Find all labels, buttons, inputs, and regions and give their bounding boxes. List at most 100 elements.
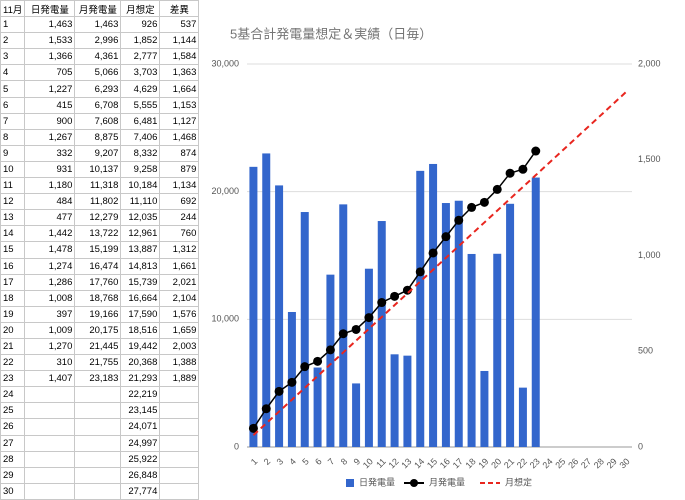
x-tick-label: 1	[249, 456, 260, 467]
row: 27 24,997	[0, 434, 200, 452]
row: 7 900 7,608 6,481 1,127	[0, 112, 200, 130]
cell: 4	[0, 64, 26, 82]
dot	[518, 164, 528, 174]
x-tick-label: 30	[618, 456, 632, 470]
y2-tick-label: 1,000	[638, 250, 661, 260]
bar	[480, 370, 489, 447]
dot	[428, 248, 438, 258]
dot	[505, 168, 515, 178]
row: 23 1,407 23,183 21,293 1,889	[0, 370, 200, 388]
x-tick-label: 10	[361, 456, 375, 470]
bar	[390, 354, 399, 447]
dot	[390, 291, 400, 301]
dot	[492, 184, 502, 194]
cell: 13	[0, 209, 26, 227]
legend-label: 月発電量	[429, 476, 465, 487]
y2-tick-label: 0	[638, 441, 643, 451]
bar	[454, 200, 463, 447]
row: 18 1,008 18,768 16,664 2,104	[0, 289, 200, 307]
row: 6 415 6,708 5,555 1,153	[0, 96, 200, 114]
bar	[416, 170, 425, 447]
dot	[364, 313, 374, 323]
row: 9 332 9,207 8,332 874	[0, 144, 200, 162]
dashed-line	[252, 91, 627, 436]
legend-label: 月想定	[505, 476, 532, 487]
bar	[364, 268, 373, 447]
row: 4 705 5,066 3,703 1,363	[0, 64, 200, 82]
x-tick-label: 4	[287, 456, 298, 467]
chart-title: 5基合計発電量想定＆実績（日毎）	[230, 26, 432, 41]
dot	[467, 202, 477, 212]
bar	[313, 367, 322, 447]
bar	[326, 274, 335, 447]
y-tick-label: 20,000	[211, 186, 239, 196]
bar	[339, 204, 348, 447]
bar	[493, 253, 502, 447]
dot	[377, 298, 387, 308]
y2-tick-label: 1,500	[638, 154, 661, 164]
dot	[454, 215, 464, 225]
row: 13 477 12,279 12,035 244	[0, 209, 200, 227]
y-tick-label: 10,000	[211, 314, 239, 324]
cell: 1,576	[159, 305, 200, 323]
row: 24 22,219	[0, 386, 200, 404]
row: 19 397 19,166 17,590 1,576	[0, 305, 200, 323]
bar	[262, 153, 271, 448]
legend-swatch	[346, 479, 354, 487]
bar	[506, 203, 515, 447]
y2-tick-label: 500	[638, 346, 653, 356]
dot	[300, 362, 310, 372]
row: 12 484 11,802 11,110 692	[0, 193, 200, 211]
bar	[300, 212, 309, 447]
x-tick-label: 3	[275, 456, 286, 467]
bar	[377, 221, 386, 447]
row: 1 1,463 1,463 926 537	[0, 16, 200, 34]
legend-label: 日発電量	[359, 476, 395, 487]
bar	[352, 383, 361, 447]
x-tick-label: 6	[313, 456, 324, 467]
row: 21 1,270 21,445 19,442 2,003	[0, 337, 200, 356]
dot	[531, 146, 541, 156]
row: 25 23,145	[0, 402, 200, 420]
dot	[261, 404, 271, 414]
dot	[415, 267, 425, 277]
x-tick-label: 9	[352, 456, 363, 467]
row: 28 25,922	[0, 450, 200, 468]
x-tick-label: 8	[339, 456, 350, 467]
bar	[531, 177, 540, 447]
dot	[274, 386, 284, 396]
dot	[313, 356, 323, 366]
bar	[467, 253, 476, 447]
bar	[403, 355, 412, 447]
dot	[287, 377, 297, 387]
y2-tick-label: 2,000	[638, 58, 661, 68]
cell: 24	[0, 386, 26, 404]
dot	[325, 345, 335, 355]
sheet: 11月 日発電量 月発電量 月想定 差異 1 1,463 1,463 926 537 2 1,533 2…	[0, 0, 200, 500]
dot	[441, 232, 451, 242]
y-tick-label: 0	[234, 441, 239, 451]
row: 30 27,774	[0, 482, 200, 500]
dot	[338, 329, 348, 339]
x-tick-label: 5	[300, 456, 311, 467]
dot	[479, 197, 489, 207]
row: 22 310 21,755 20,368 1,388	[0, 354, 200, 372]
row: 11月 日発電量 月発電量 月想定 差異	[0, 0, 200, 18]
legend-swatch	[410, 479, 418, 487]
cell: 10	[0, 160, 26, 179]
row: 14 1,442 13,722 12,961 760	[0, 225, 200, 243]
x-tick-label: 2	[262, 456, 273, 467]
bar	[429, 163, 438, 447]
row: 29 26,848	[0, 466, 200, 484]
dot	[351, 324, 361, 334]
row: 15 1,478 15,199 13,887 1,312	[0, 241, 200, 259]
dot	[248, 423, 258, 433]
bar	[441, 203, 450, 447]
bar	[518, 387, 527, 447]
bar	[249, 166, 258, 447]
row: 3 1,366 4,361 2,777 1,584	[0, 48, 200, 66]
cell: 1,468	[159, 128, 200, 146]
cell: 21	[0, 337, 26, 356]
